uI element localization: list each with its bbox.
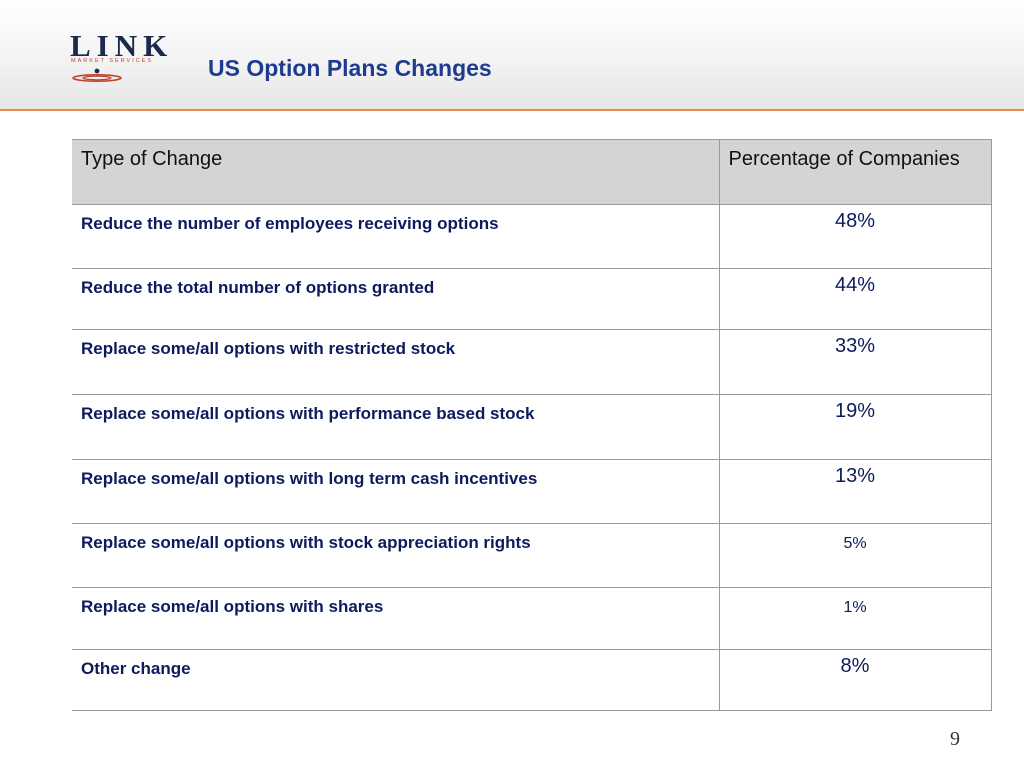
table-row: Replace some/all options with long term … [72, 459, 992, 524]
percentage-cell: 8% [718, 649, 992, 711]
table-row: Reduce the number of employees receiving… [72, 204, 992, 269]
change-type-cell: Replace some/all options with performanc… [72, 394, 719, 460]
table-header-row: Type of Change Percentage of Companies [72, 139, 992, 205]
table-row: Other change 8% [72, 649, 992, 711]
change-type-cell: Other change [72, 649, 719, 711]
table-row: Replace some/all options with restricted… [72, 329, 992, 395]
change-type-cell: Replace some/all options with restricted… [72, 329, 719, 395]
link-logo: LINK MARKET SERVICES [70, 30, 170, 90]
table-row: Reduce the total number of options grant… [72, 268, 992, 330]
column-header-type: Type of Change [72, 139, 719, 205]
logo-subtitle: MARKET SERVICES [71, 58, 154, 64]
percentage-cell: 1% [718, 587, 992, 650]
option-changes-table: Type of Change Percentage of Companies R… [72, 139, 992, 711]
percentage-cell: 48% [718, 204, 992, 269]
slide-header [0, 0, 1024, 110]
percentage-cell: 5% [718, 523, 992, 588]
header-divider [0, 109, 1024, 111]
table-row: Replace some/all options with shares 1% [72, 587, 992, 650]
logo-wordmark: LINK [70, 28, 174, 63]
percentage-cell: 33% [718, 329, 992, 395]
change-type-cell: Reduce the total number of options grant… [72, 268, 719, 330]
page-number: 9 [950, 728, 960, 750]
change-type-cell: Replace some/all options with long term … [72, 459, 719, 524]
percentage-cell: 13% [718, 459, 992, 524]
table-row: Replace some/all options with performanc… [72, 394, 992, 460]
table-row: Replace some/all options with stock appr… [72, 523, 992, 588]
percentage-cell: 19% [718, 394, 992, 460]
change-type-cell: Replace some/all options with shares [72, 587, 719, 650]
change-type-cell: Reduce the number of employees receiving… [72, 204, 719, 269]
logo-ripple-icon [72, 68, 122, 83]
change-type-cell: Replace some/all options with stock appr… [72, 523, 719, 588]
page-title: US Option Plans Changes [208, 55, 492, 81]
column-header-percentage: Percentage of Companies [718, 139, 992, 205]
percentage-cell: 44% [718, 268, 992, 330]
